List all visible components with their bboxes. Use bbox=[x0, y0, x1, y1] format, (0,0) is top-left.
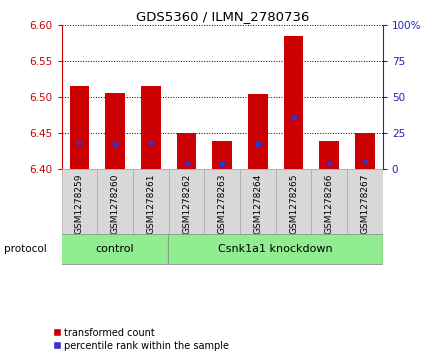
Title: GDS5360 / ILMN_2780736: GDS5360 / ILMN_2780736 bbox=[136, 10, 309, 23]
Text: GSM1278264: GSM1278264 bbox=[253, 174, 262, 234]
FancyBboxPatch shape bbox=[61, 234, 169, 264]
Bar bbox=[347, 169, 383, 234]
Text: GSM1278266: GSM1278266 bbox=[325, 174, 334, 234]
Text: control: control bbox=[96, 244, 135, 254]
Bar bbox=[213, 142, 232, 169]
Bar bbox=[177, 133, 196, 169]
Bar bbox=[284, 36, 304, 169]
Text: Csnk1a1 knockdown: Csnk1a1 knockdown bbox=[218, 244, 333, 254]
Bar bbox=[248, 94, 268, 169]
FancyBboxPatch shape bbox=[169, 234, 383, 264]
Bar bbox=[133, 169, 169, 234]
Bar bbox=[319, 142, 339, 169]
Bar bbox=[105, 93, 125, 169]
Text: GSM1278265: GSM1278265 bbox=[289, 174, 298, 234]
Text: GSM1278260: GSM1278260 bbox=[110, 174, 120, 234]
Text: GSM1278259: GSM1278259 bbox=[75, 174, 84, 234]
Bar bbox=[169, 169, 204, 234]
Text: GSM1278263: GSM1278263 bbox=[218, 174, 227, 234]
Text: GSM1278267: GSM1278267 bbox=[360, 174, 370, 234]
Bar bbox=[204, 169, 240, 234]
Bar bbox=[312, 169, 347, 234]
Bar bbox=[355, 133, 375, 169]
Bar bbox=[97, 169, 133, 234]
Bar bbox=[70, 86, 89, 169]
Text: protocol: protocol bbox=[4, 244, 47, 254]
Text: GSM1278261: GSM1278261 bbox=[147, 174, 155, 234]
Bar bbox=[141, 86, 161, 169]
Text: GSM1278262: GSM1278262 bbox=[182, 174, 191, 234]
Bar bbox=[240, 169, 276, 234]
Bar bbox=[276, 169, 312, 234]
Legend: transformed count, percentile rank within the sample: transformed count, percentile rank withi… bbox=[49, 324, 233, 355]
Bar bbox=[62, 169, 97, 234]
